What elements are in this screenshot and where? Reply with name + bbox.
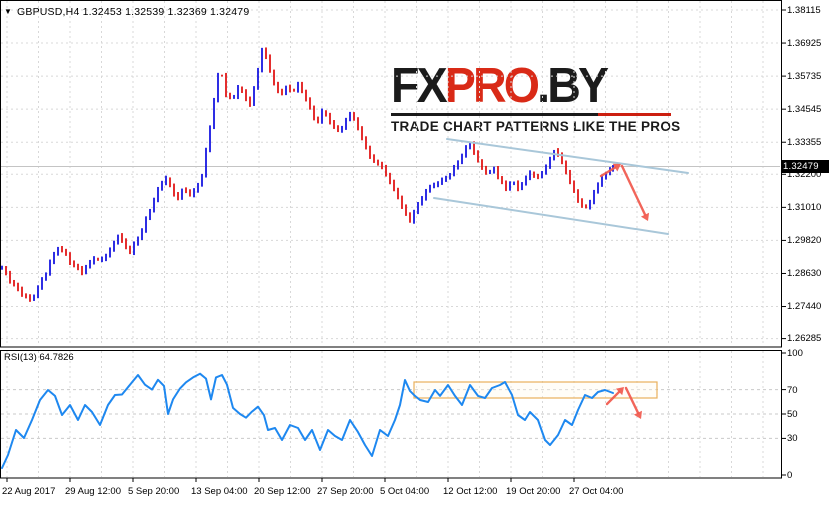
price-annotations — [433, 138, 689, 235]
time-axis-label: 13 Sep 04:00 — [191, 486, 248, 497]
price-axis-label: 1.27440 — [787, 301, 822, 313]
forecast-arrow-head — [612, 163, 621, 172]
symbol-ohlc-header: GBPUSD,H4 1.32453 1.32539 1.32369 1.3247… — [17, 6, 250, 18]
logo-text-fx: FX — [391, 59, 448, 113]
rsi-forecast-arrow-head — [615, 387, 624, 396]
grid-lines — [1, 1, 780, 477]
logo-underline — [391, 113, 671, 116]
time-axis-label: 29 Aug 12:00 — [65, 486, 121, 497]
fxpro-logo-title: FXPRO.BY — [391, 60, 657, 112]
rsi-axis-label: 70 — [787, 384, 798, 396]
rsi-axis-label: 100 — [787, 348, 803, 359]
trend-channel-line — [433, 197, 669, 235]
price-axis-label: 1.34545 — [787, 103, 822, 115]
rsi-axis-label: 30 — [787, 433, 798, 445]
forecast-arrow-shaft — [620, 164, 647, 216]
rsi-forecast-arrow-shaft — [605, 390, 621, 406]
price-axis-label: 1.38115 — [787, 4, 821, 16]
logo-text-dot: . — [537, 59, 550, 113]
pane-borders — [0, 0, 786, 482]
rsi-axis-label: 0 — [787, 470, 793, 481]
price-axis-label: 1.36925 — [787, 37, 822, 49]
time-axis-label: 27 Oct 04:00 — [569, 486, 624, 497]
rsi-line — [1, 372, 614, 469]
rsi-indicator — [1, 372, 658, 469]
rsi-forecast-arrow-shaft — [624, 386, 640, 414]
fxpro-logo: FXPRO.BY TRADE CHART PATTERNS LIKE THE P… — [391, 60, 681, 134]
price-axis-label: 1.26285 — [787, 333, 822, 345]
trend-channel-line — [446, 138, 689, 174]
main-pane-border — [0, 0, 782, 348]
price-axis-label: 1.28630 — [787, 267, 822, 279]
price-axis-label: 1.29820 — [787, 234, 822, 246]
time-axis-label: 5 Sep 20:00 — [128, 486, 180, 497]
price-axis-label: 1.33355 — [787, 136, 822, 148]
time-axis-label: 27 Sep 20:00 — [317, 486, 374, 497]
rsi-indicator-label: RSI(13) 64.7826 — [4, 352, 74, 363]
forecast-arrow-head — [640, 212, 650, 221]
time-axis-label: 5 Oct 04:00 — [380, 486, 430, 497]
symbol-marker-icon: ▼ — [4, 7, 12, 16]
price-axis-label: 1.35735 — [787, 70, 822, 82]
price-axis-label: 1.31010 — [787, 201, 822, 213]
logo-text-by: BY — [547, 59, 609, 113]
rsi-axis-label: 50 — [787, 409, 798, 420]
rsi-forecast-arrow-head — [633, 410, 643, 419]
logo-tagline: TRADE CHART PATTERNS LIKE THE PROS — [391, 119, 681, 134]
price-axis-label: 1.32200 — [787, 168, 822, 180]
forecast-arrow-shaft — [599, 166, 617, 178]
current-price-tag: 1.32479 — [782, 160, 829, 174]
time-axis-label: 22 Aug 2017 — [2, 486, 56, 497]
logo-text-pro: PRO — [444, 59, 540, 113]
candlestick-bars — [1, 47, 614, 302]
time-axis-label: 19 Oct 20:00 — [506, 486, 561, 497]
time-axis-label: 20 Sep 12:00 — [254, 486, 311, 497]
time-axis-label: 12 Oct 12:00 — [443, 486, 498, 497]
